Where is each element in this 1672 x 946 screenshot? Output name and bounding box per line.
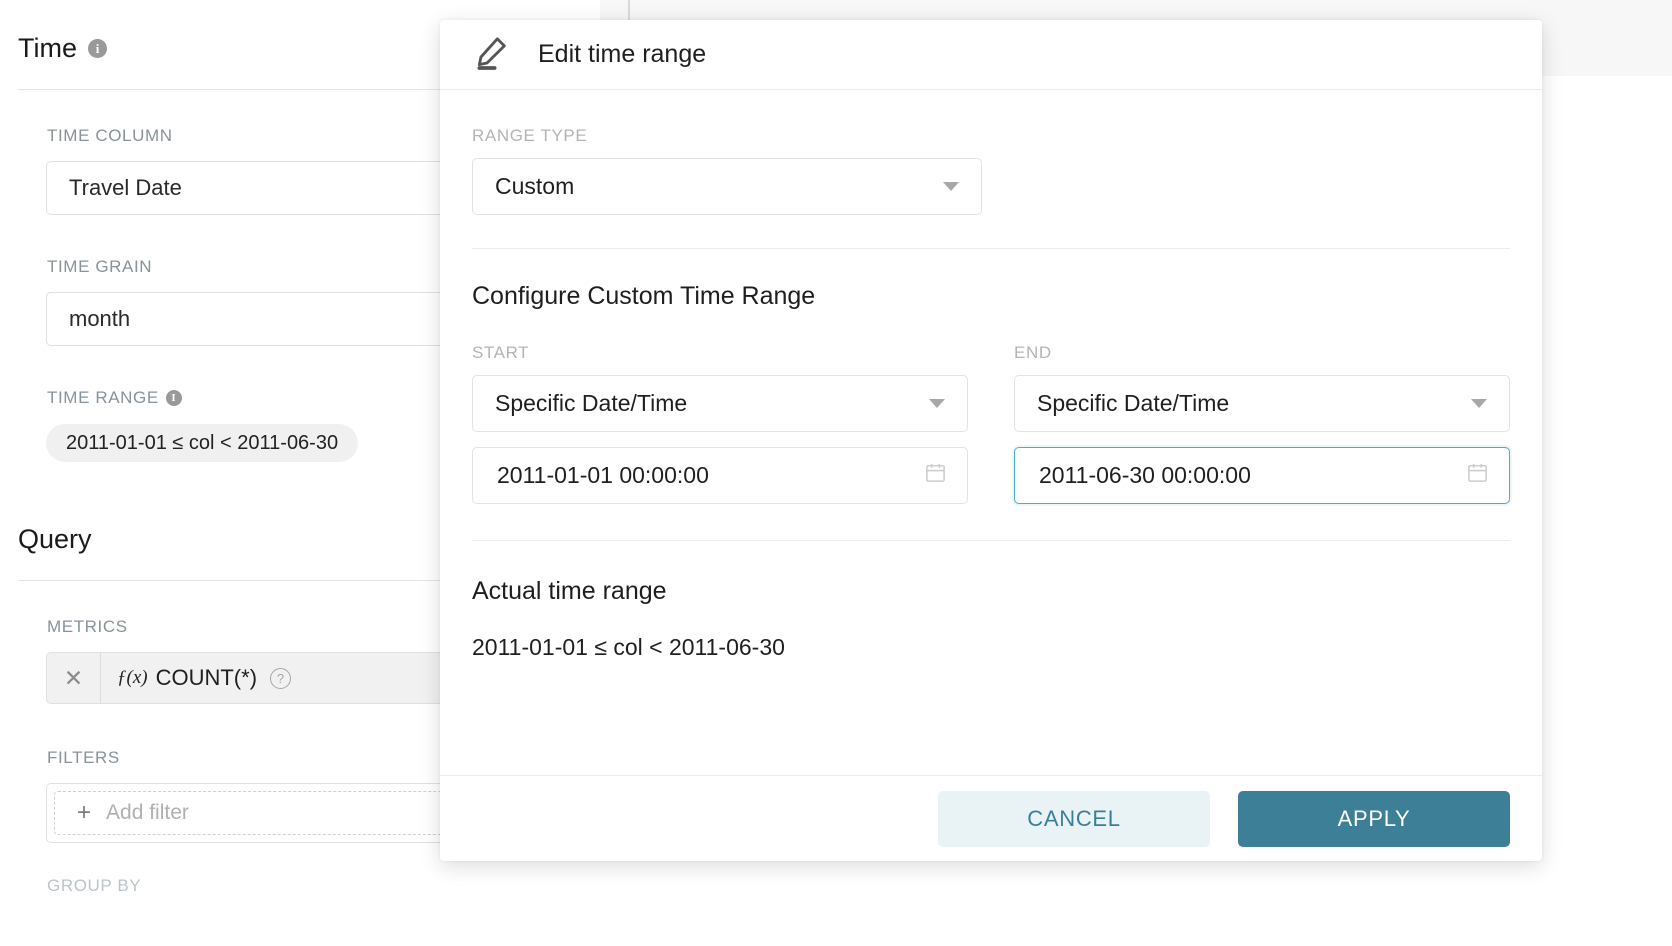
time-column-label: TIME COLUMN: [0, 126, 173, 146]
start-datetime-input[interactable]: 2011-01-01 00:00:00: [472, 447, 968, 504]
edit-time-range-popover: Edit time range RANGE TYPE Custom Config…: [440, 20, 1542, 861]
function-icon: ƒ(x): [117, 667, 148, 688]
close-icon[interactable]: ✕: [47, 653, 101, 703]
metrics-label: METRICS: [0, 617, 128, 637]
range-type-select[interactable]: Custom: [472, 158, 982, 215]
end-datetime-value: 2011-06-30 00:00:00: [1039, 462, 1251, 488]
start-column: START Specific Date/Time 2011-01-01 00:0…: [472, 343, 968, 504]
edit-pencil-icon: [472, 32, 512, 77]
end-mode-value: Specific Date/Time: [1037, 390, 1230, 416]
calendar-icon[interactable]: [924, 461, 947, 490]
time-range-label: TIME RANGE i: [0, 388, 182, 408]
time-grain-value: month: [69, 306, 131, 331]
start-datetime-value: 2011-01-01 00:00:00: [497, 462, 709, 488]
chevron-down-icon: [929, 399, 945, 408]
start-label: START: [472, 343, 530, 362]
filters-label: FILTERS: [0, 748, 120, 768]
metrics-label-text: METRICS: [47, 617, 128, 636]
help-icon[interactable]: ?: [270, 667, 292, 689]
chevron-down-icon: [1471, 399, 1487, 408]
time-range-label-text: TIME RANGE: [47, 388, 159, 407]
actual-time-range-value: 2011-01-01 ≤ col < 2011-06-30: [472, 634, 785, 660]
calendar-icon[interactable]: [1466, 461, 1489, 490]
start-end-row: START Specific Date/Time 2011-01-01 00:0…: [472, 343, 1510, 504]
apply-button[interactable]: APPLY: [1238, 790, 1510, 847]
time-section-divider: [18, 89, 582, 90]
start-mode-select[interactable]: Specific Date/Time: [472, 375, 968, 432]
actual-time-range-title: Actual time range: [472, 577, 667, 605]
filters-label-text: FILTERS: [47, 748, 120, 767]
group-by-label: GROUP BY: [47, 876, 142, 895]
configure-custom-range-title: Configure Custom Time Range: [472, 282, 816, 310]
time-grain-label-text: TIME GRAIN: [47, 257, 153, 276]
time-range-value: 2011-01-01 ≤ col < 2011-06-30: [66, 431, 339, 454]
info-icon[interactable]: i: [88, 39, 107, 58]
range-type-label: RANGE TYPE: [472, 126, 588, 145]
popover-footer: CANCEL APPLY: [440, 775, 1542, 861]
time-column-value: Travel Date: [69, 175, 182, 200]
time-section-title: Time i: [0, 33, 107, 64]
time-grain-label: TIME GRAIN: [0, 257, 152, 277]
popover-divider-2: [472, 540, 1510, 541]
end-mode-select[interactable]: Specific Date/Time: [1014, 375, 1510, 432]
end-label: END: [1014, 343, 1052, 362]
plus-icon: +: [77, 799, 92, 826]
time-column-label-text: TIME COLUMN: [47, 126, 173, 145]
query-section-label: Query: [18, 524, 92, 554]
time-section-label: Time: [18, 33, 77, 63]
range-type-value: Custom: [495, 173, 575, 199]
time-range-value-pill[interactable]: 2011-01-01 ≤ col < 2011-06-30: [46, 424, 359, 462]
popover-divider-1: [472, 248, 1510, 249]
info-icon[interactable]: i: [165, 390, 182, 406]
chevron-down-icon: [943, 182, 959, 191]
start-mode-value: Specific Date/Time: [495, 390, 688, 416]
popover-body: RANGE TYPE Custom Configure Custom Time …: [440, 90, 1542, 661]
end-column: END Specific Date/Time 2011-06-30 00:00:…: [1014, 343, 1510, 504]
popover-title: Edit time range: [538, 40, 707, 68]
end-datetime-input[interactable]: 2011-06-30 00:00:00: [1014, 447, 1510, 504]
query-section-divider: [18, 580, 582, 581]
cancel-button[interactable]: CANCEL: [938, 790, 1210, 847]
popover-header: Edit time range: [440, 20, 1542, 90]
query-section-title: Query: [0, 524, 92, 555]
metric-label: COUNT(*): [155, 665, 258, 690]
add-filter-placeholder: Add filter: [106, 801, 189, 824]
